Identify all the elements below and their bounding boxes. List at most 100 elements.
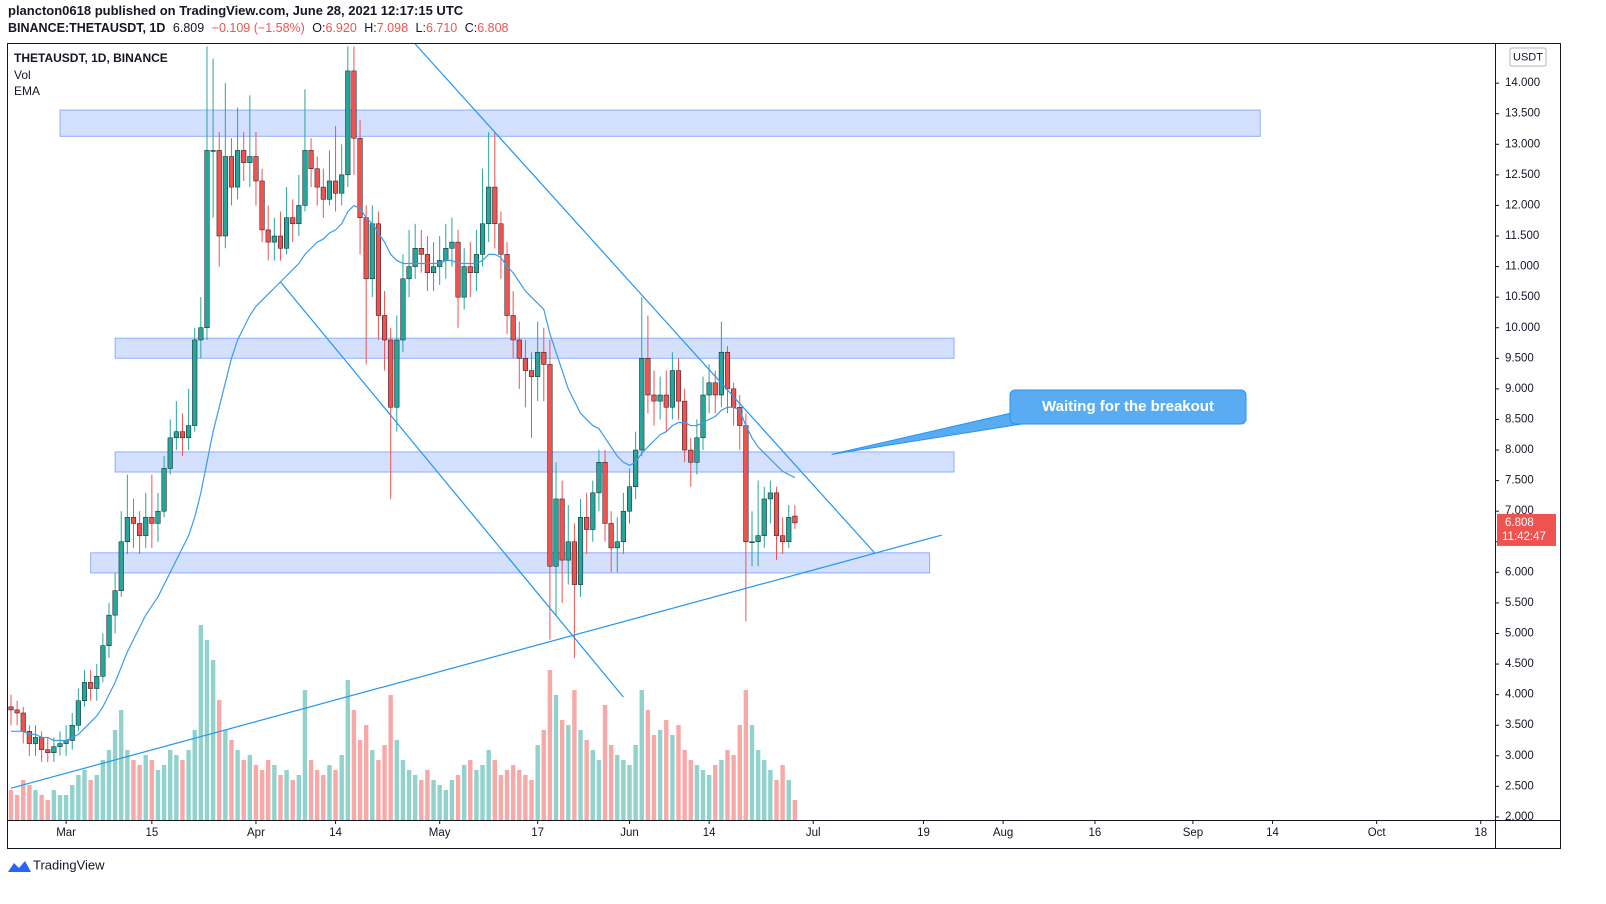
h: 7.098 [377, 21, 408, 35]
x-tick-label: 17 [531, 827, 544, 839]
y-tick-label: 10.500 [1505, 291, 1540, 303]
volume-bar [376, 760, 381, 820]
candle-body [198, 327, 204, 341]
candle-body [345, 70, 351, 176]
c: 6.808 [477, 21, 508, 35]
candle-body [369, 223, 375, 280]
candle-body [479, 223, 486, 255]
y-tick-label: 9.500 [1505, 352, 1534, 364]
candle-body [780, 535, 786, 543]
volume-bar [363, 725, 369, 820]
volume-bar [174, 755, 179, 820]
volume-bar [792, 800, 798, 820]
o-label: O: [312, 21, 325, 35]
volume-bar [504, 770, 510, 820]
candle-body [657, 394, 663, 402]
y-tick-label: 14.000 [1505, 77, 1540, 89]
candle-body [271, 235, 277, 243]
candle-body [682, 400, 688, 451]
volume-bar [370, 750, 375, 820]
candle-body [339, 174, 345, 194]
candle-body [308, 150, 314, 169]
candle-body [259, 180, 265, 231]
candle-body [382, 315, 388, 341]
volume-bar [584, 740, 589, 820]
x-tick-label: 15 [145, 827, 158, 839]
volume-bar [70, 785, 75, 820]
x-tick-label: Aug [993, 827, 1013, 839]
volume-bar [119, 710, 124, 820]
volume-bar [400, 760, 406, 820]
candle-body [253, 156, 259, 182]
volume-bar [425, 770, 430, 820]
candle-body [14, 709, 20, 714]
candle-body [584, 517, 590, 530]
volume-bar [161, 765, 167, 820]
volume-bar [431, 780, 436, 820]
y-tick-label: 6.000 [1505, 566, 1534, 578]
volume-bar [419, 780, 424, 820]
candle-body [535, 351, 541, 377]
candle-body [620, 510, 626, 543]
x-tick-label: Jun [620, 827, 639, 839]
volume-bar [768, 770, 773, 820]
candle-body [8, 706, 14, 711]
candle-body [602, 462, 608, 524]
candle-body [743, 425, 749, 543]
candle-body [118, 541, 124, 591]
volume-bar [486, 750, 491, 820]
x-tick-label: Sep [1183, 827, 1203, 839]
candle-body [149, 517, 155, 524]
candle-body [541, 351, 547, 365]
volume-bar [143, 755, 148, 820]
volume-bar [235, 750, 240, 820]
candle-body [88, 682, 94, 689]
volume-bar [682, 750, 687, 820]
candle-body [504, 254, 510, 316]
candle-body [247, 156, 253, 163]
volume-bar [229, 740, 234, 820]
candle-body [388, 339, 394, 408]
candle-body [639, 358, 645, 451]
volume-bar [321, 775, 326, 820]
last: 6.809 [173, 21, 204, 35]
volume-bar [394, 740, 400, 820]
volume-bar [351, 710, 357, 820]
change: −0.109 (−1.58%) [212, 21, 305, 35]
candle-body [418, 247, 424, 255]
candle-body [216, 150, 222, 237]
volume-bar [762, 760, 767, 820]
y-tick-label: 13.000 [1505, 138, 1540, 150]
candle-body [100, 645, 106, 677]
volume-bar [596, 760, 602, 820]
candle-body [161, 468, 167, 512]
volume-bar [253, 765, 259, 820]
candle-body [394, 339, 400, 408]
volume-bar [180, 760, 185, 820]
volume-bar [615, 755, 620, 820]
volume-bar [112, 730, 118, 820]
candle-body [106, 614, 112, 646]
volume-bar [266, 760, 271, 820]
volume-bar [82, 770, 87, 820]
candle-body [528, 370, 535, 377]
volume-bar [125, 750, 130, 820]
volume-bar [333, 770, 338, 820]
y-tick-label: 8.500 [1505, 413, 1534, 425]
candle-body [651, 394, 657, 402]
y-tick-label: 2.000 [1505, 811, 1534, 823]
y-tick-label: 9.000 [1505, 383, 1534, 395]
zone [90, 552, 931, 574]
volume-bar [706, 775, 712, 820]
candle-body [614, 541, 620, 549]
candle-body [210, 150, 216, 152]
volume-bar [186, 750, 191, 820]
callout-pointer [831, 411, 1023, 455]
volume-bar [621, 760, 626, 820]
candle-body [186, 425, 192, 439]
volume-bar [217, 700, 222, 820]
volume-bar [676, 725, 681, 820]
candle-body [192, 339, 198, 426]
volume-bar [33, 790, 38, 820]
